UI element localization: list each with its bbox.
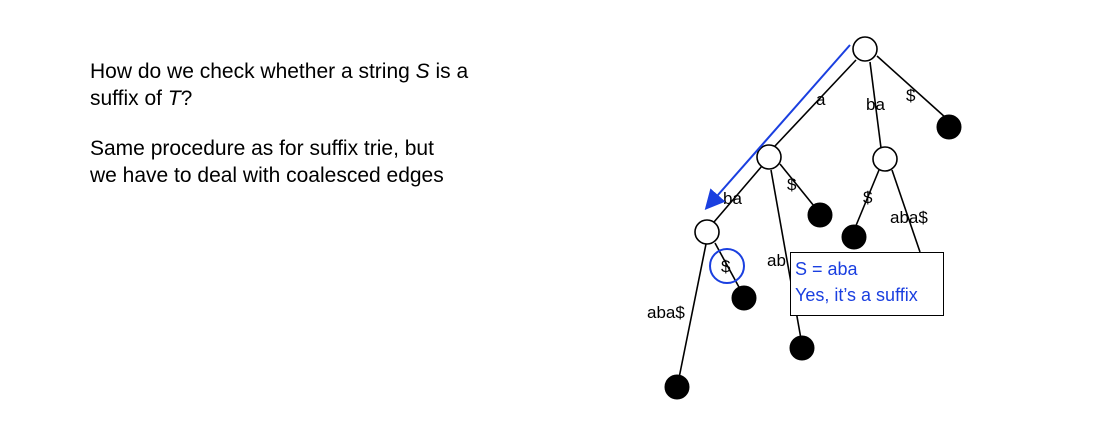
- edge-root-dollar: [876, 55, 947, 119]
- label-root-ba: ba: [866, 95, 885, 114]
- question-part4: ?: [180, 87, 193, 110]
- edge-a-dollar: [779, 163, 815, 207]
- leaf-ba-dollar: [841, 224, 867, 250]
- root-node: [852, 36, 878, 62]
- edge-ba-aba: [891, 169, 921, 253]
- label-ba-dollar: $: [863, 188, 873, 207]
- procedure-line1: Same procedure as for suffix trie, but: [90, 137, 434, 160]
- result-callout: S = aba Yes, it’s a suffix: [790, 252, 944, 316]
- label-root-a: a: [816, 90, 826, 109]
- question-part3: suffix of: [90, 87, 168, 110]
- procedure-paragraph: Same procedure as for suffix trie, but w…: [90, 135, 610, 189]
- leaf-aba-aba: [664, 374, 690, 400]
- label-ba-aba: aba$: [890, 208, 928, 227]
- leaf-a-ab: [789, 335, 815, 361]
- variable-s: S: [415, 60, 430, 83]
- question-part2: is a: [429, 60, 469, 83]
- callout-line2: Yes, it’s a suffix: [795, 285, 918, 305]
- edge-ba-dollar: [854, 169, 880, 229]
- edge-root-ba: [869, 61, 882, 149]
- node-a: [756, 144, 782, 170]
- leaf-root-dollar: [936, 114, 962, 140]
- edge-a-ba: [713, 165, 763, 223]
- node-aba: [694, 219, 720, 245]
- label-root-dollar: $: [906, 86, 916, 105]
- label-aba-aba: aba$: [647, 303, 685, 322]
- variable-t: T: [167, 87, 181, 110]
- search-path-arrow: [704, 44, 851, 211]
- leaf-aba-dollar: [731, 285, 757, 311]
- label-a-dollar: $: [787, 175, 797, 194]
- label-a-ab: ab: [767, 251, 786, 270]
- highlight-circle: [709, 248, 745, 284]
- edge-aba-aba: [678, 243, 707, 379]
- edge-root-a: [774, 59, 857, 147]
- question-part1: How do we check whether a string: [90, 60, 416, 83]
- leaf-a-dollar: [807, 202, 833, 228]
- question-paragraph: How do we check whether a string S is a …: [90, 58, 610, 112]
- callout-line1: S = aba: [795, 259, 858, 279]
- explanation-text: How do we check whether a string S is a …: [90, 58, 610, 212]
- label-a-ba: ba: [723, 189, 742, 208]
- label-aba-dollar: $: [721, 257, 731, 276]
- procedure-line2: we have to deal with coalesced edges: [90, 164, 444, 187]
- node-ba: [872, 146, 898, 172]
